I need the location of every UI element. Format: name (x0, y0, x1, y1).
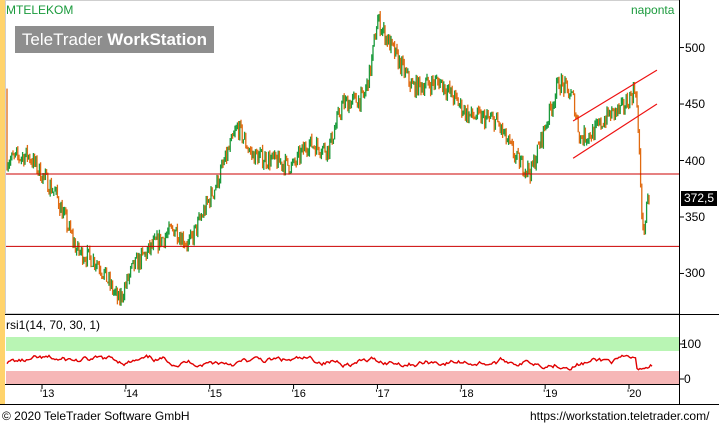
price-axis-ticks (680, 47, 684, 274)
watermark-logo: TeleTrader WorkStation (15, 26, 214, 53)
toolbar-strip[interactable] (0, 0, 5, 404)
channel-line-lower[interactable] (572, 103, 658, 159)
price-tick-450: 450 (685, 97, 706, 112)
time-tick-2016: '16 (291, 388, 306, 400)
time-tick-2013: '13 (40, 388, 55, 400)
copyright-text: © 2020 TeleTrader Software GmbH (2, 409, 190, 423)
price-tick-500: 500 (685, 40, 706, 55)
time-tick-2015: '15 (207, 388, 223, 400)
time-tick-2014: '14 (123, 388, 139, 400)
rsi-tick-0: 0 (684, 372, 691, 386)
price-tick-400: 400 (685, 153, 706, 168)
price-tick-300: 300 (685, 266, 706, 281)
price-series (6, 11, 650, 306)
rsi-overbought-band (6, 337, 679, 351)
time-tick-2020: '20 (627, 388, 642, 400)
interval-label[interactable]: naponta (631, 3, 675, 17)
symbol-label: MTELEKOM (6, 3, 74, 17)
time-axis-ticks (41, 384, 630, 389)
rsi-line (6, 354, 653, 371)
watermark-brand-bold: WorkStation (107, 30, 208, 49)
price-tick-350: 350 (685, 209, 706, 224)
last-price-badge: 372,5 (681, 191, 717, 206)
rsi-tick-100: 100 (681, 337, 702, 351)
time-tick-2018: '18 (459, 388, 474, 400)
time-tick-2017: '17 (375, 388, 390, 400)
watermark-brand-light: TeleTrader (21, 30, 108, 49)
time-tick-2019: '19 (543, 388, 558, 400)
rsi-oversold-band (6, 371, 679, 384)
rsi-indicator-label[interactable]: rsi1(14, 70, 30, 1) (6, 318, 101, 332)
workstation-url[interactable]: https://workstation.teletrader.com/ (530, 409, 710, 423)
channel-line-upper[interactable] (572, 69, 658, 122)
